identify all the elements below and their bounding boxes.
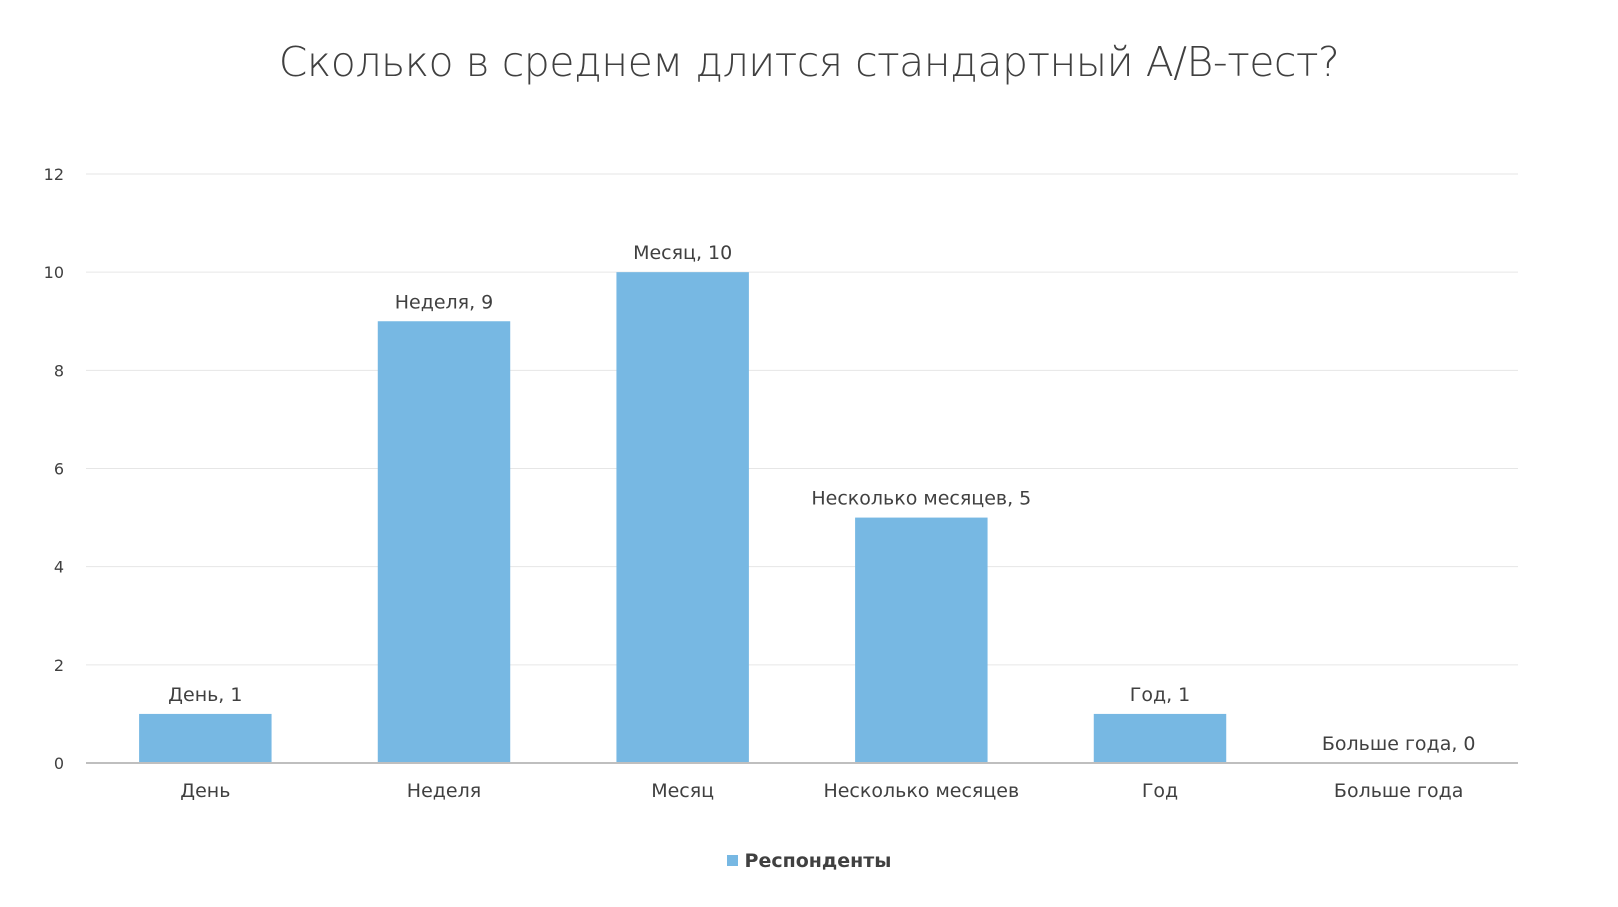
y-tick-label: 4 (54, 558, 64, 577)
chart-title: Сколько в среднем длится стандартный A/B… (278, 38, 1340, 86)
legend-swatch (726, 855, 738, 866)
x-tick-label: Год (1142, 780, 1178, 802)
bar (616, 272, 749, 763)
y-tick-label: 8 (54, 361, 64, 380)
bars (139, 272, 1227, 763)
x-tick-label: Несколько месяцев (823, 780, 1019, 802)
gridlines (86, 173, 1518, 666)
x-tick-label: Больше года (1334, 780, 1464, 802)
data-label: Неделя, 9 (395, 291, 494, 313)
data-label: Больше года, 0 (1322, 733, 1476, 755)
data-labels: День, 1 Неделя, 9 Месяц, 10 Несколько месяц… (168, 242, 1475, 755)
data-label: День, 1 (168, 684, 242, 706)
x-axis-labels: День Неделя Месяц Несколько месяцев Год Больш… (180, 780, 1463, 802)
y-tick-label: 2 (54, 656, 64, 675)
bar (855, 517, 988, 763)
x-tick-label: День (180, 780, 230, 802)
y-tick-label: 12 (44, 165, 64, 184)
x-tick-label: Месяц (651, 780, 714, 802)
legend: Респонденты (0, 850, 1618, 872)
y-tick-label: 10 (44, 263, 64, 282)
y-axis-ticks: 0 2 4 6 8 10 12 (44, 165, 64, 773)
legend-label: Респонденты (744, 850, 892, 872)
bar (377, 321, 511, 763)
data-label: Год, 1 (1130, 684, 1191, 706)
y-tick-label: 0 (54, 754, 64, 773)
y-tick-label: 6 (54, 460, 64, 479)
data-label: Несколько месяцев, 5 (811, 488, 1031, 510)
x-tick-label: Неделя (407, 780, 481, 802)
bar (139, 713, 272, 763)
data-label: Месяц, 10 (633, 242, 732, 264)
bar (1093, 713, 1227, 763)
